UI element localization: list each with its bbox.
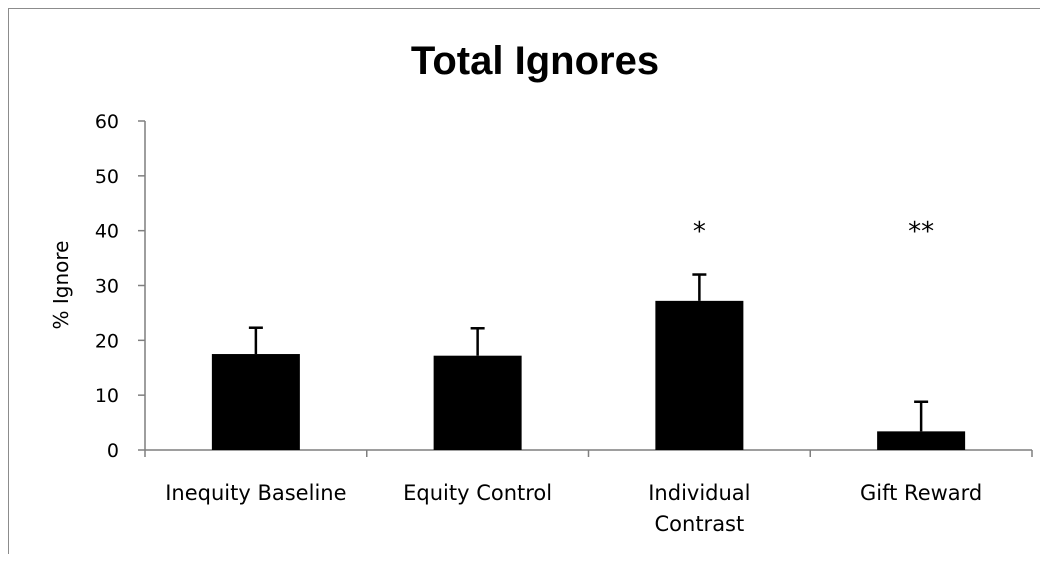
x-category-label: Individual <box>648 481 750 505</box>
x-category-label: Equity Control <box>403 481 552 505</box>
y-axis-label: % Ignore <box>49 241 73 330</box>
y-tick-label: 30 <box>95 276 119 298</box>
y-tick-label: 60 <box>95 111 119 133</box>
y-tick-label: 40 <box>95 221 119 243</box>
chart-marks: 0 10 20 30 40 50 60 Inequity Baseline Equity Con… <box>95 111 1033 536</box>
y-tick-label: 10 <box>95 385 119 407</box>
y-tick-label: 20 <box>95 330 119 352</box>
bar <box>211 354 300 450</box>
chart-frame <box>8 8 1040 554</box>
x-category-label: Contrast <box>655 512 745 536</box>
y-tick-label: 0 <box>107 440 119 462</box>
significance-marker: ** <box>908 217 934 247</box>
significance-marker: * <box>693 217 706 247</box>
y-tick-label: 50 <box>95 166 119 188</box>
bar <box>433 355 522 450</box>
x-category-label: Gift Reward <box>860 481 982 505</box>
chart-title: Total Ignores <box>411 39 659 83</box>
bar <box>655 300 744 450</box>
x-category-label: Inequity Baseline <box>165 481 346 505</box>
bar <box>877 431 966 450</box>
